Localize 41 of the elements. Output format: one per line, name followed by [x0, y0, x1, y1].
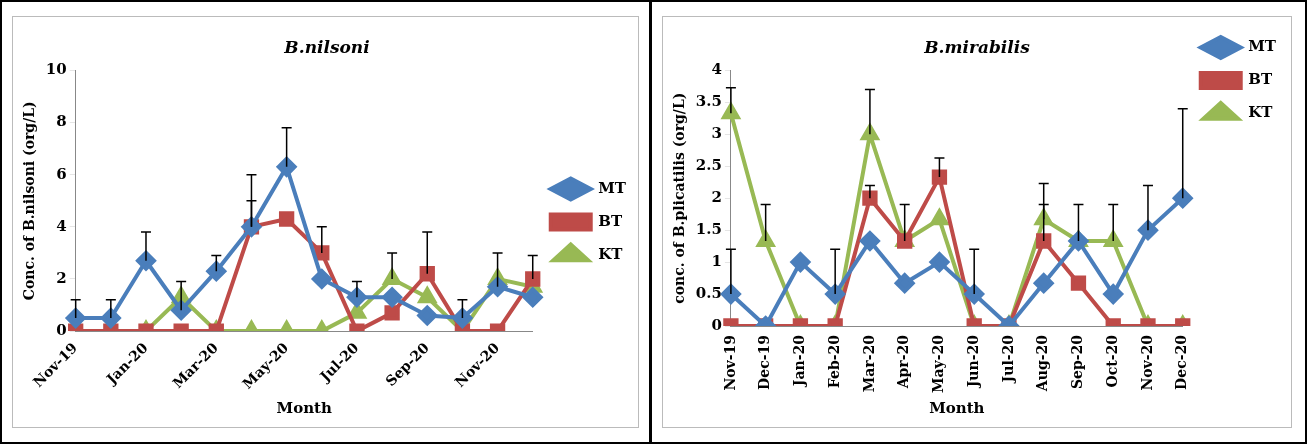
x-tick-label: Sep-20: [1069, 334, 1086, 390]
x-tick-label: Nov-19: [721, 335, 738, 391]
y-tick-label: 4: [56, 216, 67, 235]
x-tick-label: May-20: [930, 334, 947, 393]
x-tick-label: Mar-20: [860, 334, 877, 393]
legend-label: MT: [1248, 37, 1277, 56]
x-tick-label: Aug-20: [1034, 334, 1051, 393]
legend-label: BT: [598, 211, 623, 230]
y-tick-label: 1.5: [695, 220, 722, 239]
y-tick-label: 3: [711, 124, 722, 143]
y-tick-label: 6: [56, 164, 67, 183]
x-tick-label: Nov-20: [1138, 334, 1155, 391]
x-tick-label: Dec-19: [756, 335, 773, 390]
y-tick-label: 10: [45, 60, 67, 79]
x-axis-title: Month: [929, 398, 985, 417]
x-tick-label: Dec-20: [1173, 334, 1190, 390]
legend-label: BT: [1248, 70, 1273, 89]
y-tick-label: 2.5: [695, 156, 722, 175]
y-tick-label: 1: [711, 251, 722, 270]
x-tick-label: Jan-20: [791, 334, 808, 389]
legend-label: KT: [1248, 103, 1274, 122]
y-axis-title: conc. of B.plicatilis (org/L): [671, 92, 688, 304]
y-axis-title: Conc. of B.nilsoni (org/L): [21, 101, 38, 301]
y-tick-label: 0: [56, 321, 67, 339]
legend-label: KT: [598, 244, 624, 263]
x-tick-label: Jul-20: [999, 334, 1016, 385]
y-tick-label: 3.5: [695, 92, 722, 111]
x-tick-label: Oct-20: [1103, 334, 1120, 388]
y-tick-label: 2: [711, 188, 722, 207]
y-tick-label: 2: [56, 268, 67, 287]
y-tick-label: 4: [711, 60, 722, 79]
x-tick-label: Apr-20: [895, 334, 912, 390]
y-tick-label: 8: [56, 112, 67, 131]
chart-title: B.nilsoni: [283, 36, 370, 57]
y-tick-label: 0: [711, 315, 722, 334]
chart-title: B.mirabilis: [923, 36, 1031, 57]
x-axis-title: Month: [276, 398, 332, 417]
y-tick-label: 0.5: [695, 283, 722, 302]
x-tick-label: Feb-20: [825, 334, 842, 389]
x-tick-label: Jun-20: [964, 334, 981, 390]
legend-label: MT: [598, 178, 627, 197]
